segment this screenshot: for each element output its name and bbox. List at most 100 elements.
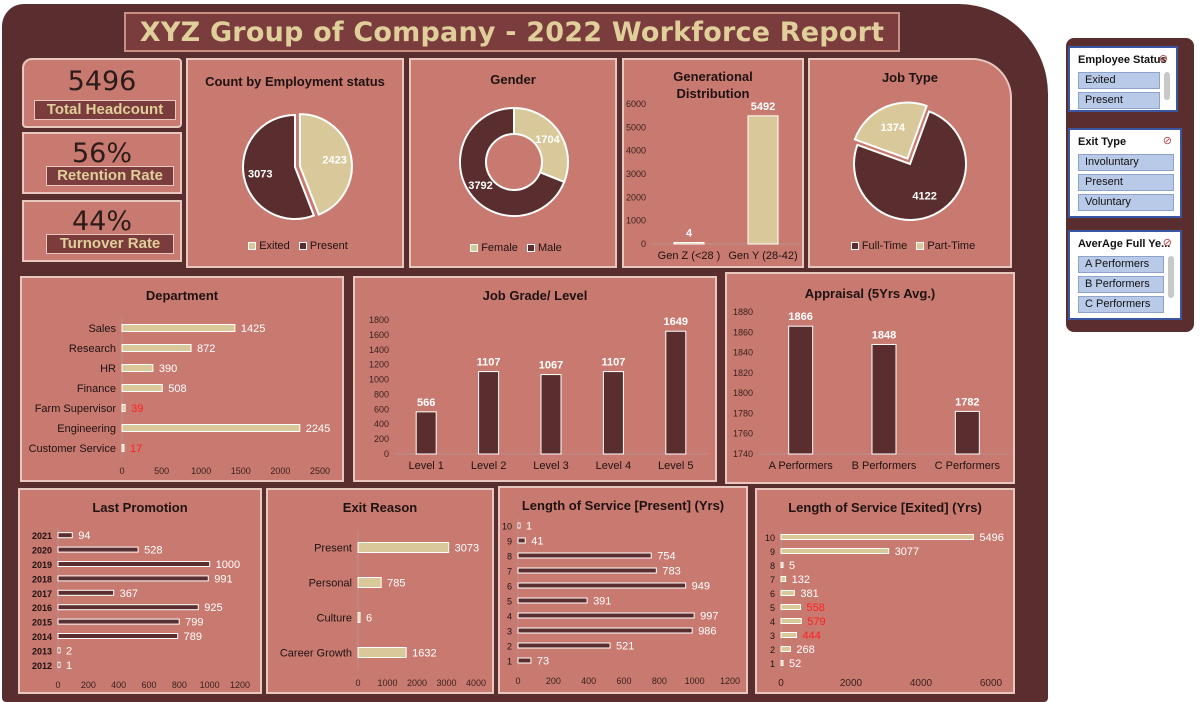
kpi-label: Turnover Rate bbox=[46, 234, 174, 254]
slicer-item-voluntary[interactable]: Voluntary bbox=[1078, 194, 1174, 211]
x-tick-label: 1000 bbox=[377, 678, 397, 688]
pie-slice-full-time bbox=[853, 110, 967, 221]
data-label: 799 bbox=[185, 617, 203, 629]
slicer-scrollbar[interactable] bbox=[1168, 256, 1174, 298]
x-tick-label: Level 5 bbox=[658, 460, 693, 472]
slicer-item-exited[interactable]: Exited bbox=[1078, 72, 1160, 89]
slicer-item-b[interactable]: B Performers bbox=[1078, 276, 1164, 293]
y-tick-label: 3 bbox=[507, 627, 512, 637]
bar-3 bbox=[517, 627, 693, 634]
bar-2012 bbox=[57, 661, 61, 668]
bar-present bbox=[357, 542, 450, 553]
data-label: 17 bbox=[130, 443, 142, 455]
slicer-title: AverAge Full Ye... bbox=[1078, 238, 1171, 250]
bar-level-4 bbox=[602, 371, 624, 455]
kpi-retention-rate: 56% Retention Rate bbox=[22, 132, 182, 194]
bar-2013 bbox=[57, 647, 61, 654]
x-tick-label: 6000 bbox=[980, 678, 1003, 689]
bar-2019 bbox=[57, 561, 211, 567]
x-tick-label: Level 3 bbox=[533, 460, 568, 472]
data-label: 2 bbox=[66, 645, 72, 657]
y-tick-label: 5 bbox=[770, 603, 775, 613]
data-label: 1866 bbox=[788, 311, 812, 323]
bar-engineering bbox=[121, 424, 301, 432]
bar-6 bbox=[780, 590, 795, 596]
y-tick-label: 1860 bbox=[733, 327, 753, 337]
x-tick-label: 3000 bbox=[436, 678, 456, 688]
x-tick-label: 1500 bbox=[231, 466, 251, 476]
slicer-item-a[interactable]: A Performers bbox=[1078, 256, 1164, 273]
bar-level-1 bbox=[415, 411, 437, 455]
y-tick-label: 3 bbox=[770, 631, 775, 641]
y-tick-label: Culture bbox=[317, 613, 352, 625]
x-tick-label: 0 bbox=[119, 466, 124, 476]
y-tick-label: 400 bbox=[374, 419, 389, 429]
gender-chart: 1704 3792 bbox=[459, 106, 569, 217]
data-label: 1649 bbox=[664, 316, 688, 328]
x-tick-label: Level 4 bbox=[596, 460, 631, 472]
department-panel: Department 0 500 1000 1500 2000 2500 1425 Sales… bbox=[20, 276, 344, 482]
slicer-performance[interactable]: AverAge Full Ye... ⊘ A Performers B Perf… bbox=[1068, 230, 1182, 320]
y-tick-label: 1800 bbox=[733, 388, 753, 398]
panel-title: Gender bbox=[490, 72, 536, 87]
legend-label: Full-Time bbox=[861, 240, 908, 252]
slicer-item-c[interactable]: C Performers bbox=[1078, 296, 1164, 313]
slicer-item-present[interactable]: Present bbox=[1078, 92, 1160, 109]
y-tick-label: 2018 bbox=[32, 574, 52, 584]
data-label: 5496 bbox=[979, 532, 1003, 544]
data-label: 391 bbox=[593, 596, 611, 608]
y-tick-label: 10 bbox=[502, 522, 512, 532]
kpi-total-headcount: 5496 Total Headcount bbox=[22, 58, 182, 128]
x-tick-label: Level 2 bbox=[471, 460, 506, 472]
data-label: 367 bbox=[120, 588, 138, 600]
x-tick-label: 0 bbox=[778, 678, 784, 689]
jobgrade-panel: Job Grade/ Level 0 200 400 600 800 1000 1200 14… bbox=[353, 276, 717, 482]
data-label: 997 bbox=[700, 611, 718, 623]
slicer-item-involuntary[interactable]: Involuntary bbox=[1078, 154, 1174, 171]
data-label: 1 bbox=[66, 660, 72, 672]
slicer-exit-type[interactable]: Exit Type ⊘ Involuntary Present Voluntar… bbox=[1068, 128, 1182, 218]
bar-2014 bbox=[57, 633, 179, 639]
bar-10 bbox=[780, 534, 974, 540]
clear-filter-icon[interactable]: ⊘ bbox=[1158, 53, 1168, 65]
clear-filter-icon[interactable]: ⊘ bbox=[1162, 135, 1172, 147]
x-tick-label: 800 bbox=[172, 680, 187, 690]
appraisal-panel: Appraisal (5Yrs Avg.) 1740 1760 1780 1800 18… bbox=[725, 272, 1015, 484]
y-tick-label: Present bbox=[314, 543, 352, 555]
employment-status-chart: 2423 3073 bbox=[242, 113, 353, 220]
los-present-panel: Length of Service [Present] (Yrs) 0 200 40… bbox=[498, 486, 748, 694]
panel-title: Appraisal (5Yrs Avg.) bbox=[804, 286, 936, 301]
x-tick-label: 200 bbox=[81, 680, 96, 690]
slicer-employee-status[interactable]: Employee Status ⊘ Exited Present bbox=[1068, 46, 1178, 112]
x-tick-label: Gen Z (<28 ) bbox=[658, 250, 721, 262]
x-tick-label: 1000 bbox=[191, 466, 211, 476]
data-label: 3073 bbox=[248, 169, 272, 181]
data-label: 4122 bbox=[912, 190, 936, 202]
jobgrade-chart: 0 200 400 600 800 1000 1200 1400 1600 1800 566 Leve… bbox=[369, 315, 707, 472]
report-title: XYZ Group of Company - 2022 Workforce Re… bbox=[139, 16, 885, 48]
data-label: 4 bbox=[686, 228, 693, 240]
y-tick-label: 1820 bbox=[733, 368, 753, 378]
data-label: 754 bbox=[657, 551, 675, 563]
pie-slice-part-time bbox=[853, 101, 928, 160]
y-tick-label: 2020 bbox=[32, 546, 52, 556]
slicer-scrollbar[interactable] bbox=[1164, 72, 1170, 100]
jobtype-chart: 4122 1374 bbox=[853, 101, 967, 221]
bar-7 bbox=[517, 567, 657, 574]
bar-c-performers bbox=[954, 410, 980, 455]
data-label: 1067 bbox=[539, 360, 563, 372]
y-tick-label: Research bbox=[69, 343, 116, 355]
clear-filter-icon[interactable]: ⊘ bbox=[1162, 237, 1172, 249]
legend-label: Female bbox=[481, 242, 518, 254]
promotion-panel: Last Promotion 0 200 400 600 800 1000 1200 94 20… bbox=[18, 488, 262, 694]
y-tick-label: 2 bbox=[507, 642, 512, 652]
y-tick-label: 1200 bbox=[369, 360, 389, 370]
slicer-item-present[interactable]: Present bbox=[1078, 174, 1174, 191]
y-tick-label: 5 bbox=[507, 597, 512, 607]
bar-2018 bbox=[57, 575, 209, 582]
legend-label: Part-Time bbox=[927, 240, 976, 252]
data-label: 2423 bbox=[322, 155, 346, 167]
pie-slice-present bbox=[242, 113, 316, 220]
y-tick-label: 9 bbox=[770, 547, 775, 557]
x-tick-label: 0 bbox=[355, 678, 360, 688]
